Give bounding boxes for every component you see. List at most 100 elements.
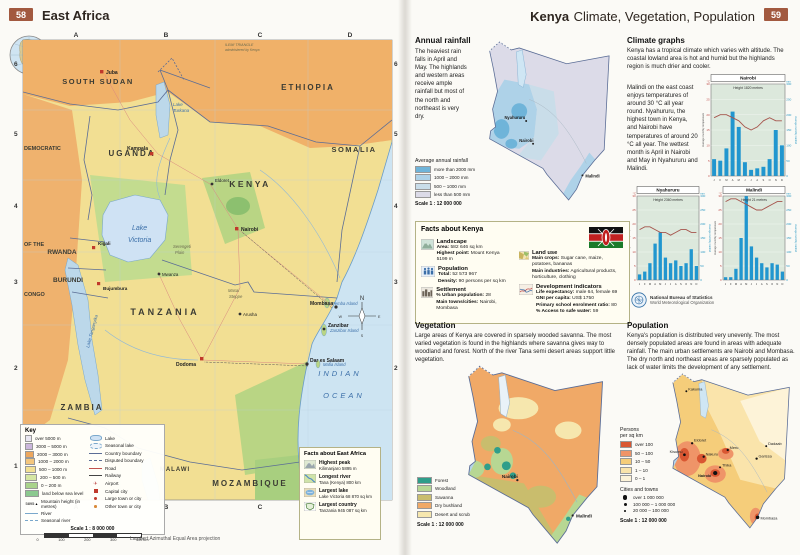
month-label: M (735, 282, 737, 286)
people-icon (421, 266, 435, 278)
density-swatch (620, 475, 632, 483)
road-glyph (89, 467, 102, 469)
unit-right: mm (700, 192, 705, 196)
label-kenya: KENYA (229, 179, 270, 189)
main-scale-label: Scale 1 : 8 000 000 (70, 525, 115, 532)
river-label: River (41, 510, 52, 516)
symbol-label: Airport (105, 481, 119, 487)
rainfall-map-labels: Nyahururu Nairobi Malindi (504, 115, 599, 178)
plot-frame (710, 83, 786, 177)
axis-title-right: Average monthly rainfall (708, 224, 711, 252)
elevation-label: 2000 – 3000 m (37, 451, 68, 457)
climate-graph-malindi: 0 5 10 15 20 25 30 0 50 100 150 200 250 300 J F M A M J J A S O… (713, 186, 798, 288)
temp-tick: 0 (708, 174, 710, 178)
svg-text:Mombasa: Mombasa (310, 301, 333, 307)
fact-settlement: Settlement % Urban population: 28 Main t… (421, 287, 509, 312)
svg-text:S: S (361, 334, 364, 338)
rainfall-legend-title: Average annual rainfall (415, 158, 468, 164)
month-label: A (756, 178, 758, 182)
rain-bar (773, 130, 778, 176)
grid-numbers: 6 5 4 3 2 1 6 5 4 3 2 (14, 61, 398, 470)
vegetation-legend: Forest Woodland Savanna Dry bushland Des… (417, 475, 472, 528)
rain-bar (724, 148, 729, 176)
temp-tick: 10 (632, 250, 636, 254)
elevation-swatch (25, 458, 35, 466)
rain-bar (749, 169, 754, 176)
right-title-bold: Kenya (530, 9, 570, 24)
landscape-icon (421, 238, 434, 250)
elevation-label: 3000 – 5000 m (36, 443, 67, 449)
svg-text:Arusha: Arusha (243, 312, 257, 317)
disputed-boundary-ilemi (157, 57, 185, 81)
elevation-swatch (25, 466, 36, 474)
label-masai-1: Masai (228, 288, 240, 293)
label-ilemi-1: ILEMI TRIANGLE (225, 43, 254, 47)
axis-title-right: Average monthly rainfall (794, 116, 797, 144)
svg-text:5: 5 (394, 131, 398, 138)
right-page-number: 59 (764, 8, 788, 21)
veg-legend-label: Woodland (435, 486, 456, 492)
kenya-flag (589, 227, 623, 248)
rain-bar (734, 268, 738, 280)
density-title: Persons per sq km (620, 427, 643, 439)
cities-label: 100 000 – 1 000 000 (633, 501, 676, 507)
country-outline-icon (304, 501, 316, 511)
rain-bar (744, 196, 748, 280)
svg-text:Thika: Thika (722, 463, 732, 467)
density-label: 0 – 1 (635, 476, 646, 482)
seasonal-lake-glyph (89, 442, 102, 449)
svg-text:Kisumu: Kisumu (670, 450, 683, 454)
chart-lines-icon (519, 284, 533, 295)
svg-text:Malindi: Malindi (585, 173, 599, 178)
rain-tick: 200 (786, 222, 791, 226)
svg-text:B: B (164, 32, 169, 39)
month-label: D (695, 282, 697, 286)
veg-swatch (417, 510, 432, 518)
kenya-outline (672, 373, 790, 529)
fact-landscape: Landscape Area: 582 646 sq km Highest po… (421, 239, 509, 264)
temp-tick: 0 (634, 278, 636, 282)
agency-logo-icon (631, 292, 647, 308)
rain-bar (739, 238, 743, 280)
month-label: M (659, 282, 661, 286)
symbol-label: Lake (105, 435, 115, 441)
rain-tick: 250 (786, 97, 791, 101)
capital-city-glyph (93, 489, 98, 494)
page-gutter (398, 0, 412, 555)
rain-tick: 100 (786, 143, 791, 147)
disputed-boundary-glyph (89, 460, 102, 462)
plot-frame (636, 195, 700, 281)
kenya-outline (468, 365, 603, 544)
rainfall-scale: Scale 1 : 12 000 000 (415, 201, 462, 208)
label-mozambique: MOZAMBIQUE (212, 479, 288, 488)
map-terrain (23, 40, 392, 500)
month-label: J (725, 282, 727, 286)
rain-bar (712, 159, 717, 176)
rain-bar (679, 266, 683, 280)
country-labels: SOUTH SUDAN ETHIOPIA SOMALIA UGANDA KENY… (47, 77, 375, 488)
rain-bar (754, 257, 759, 280)
rain-bar (718, 160, 723, 176)
facts-kenya-title: Facts about Kenya (421, 226, 484, 233)
seasonal-river-label: Seasonal river (41, 518, 71, 524)
svg-text:A: A (74, 32, 79, 39)
rainfall-swatch (415, 174, 431, 182)
stats-agency-badge: National Bureau of Statistics World Mete… (631, 292, 714, 308)
landuse-icon (519, 251, 529, 260)
temp-tick: 20 (718, 222, 722, 226)
lake-glyph (89, 435, 102, 441)
symbol-label: Disputed boundary (105, 458, 144, 464)
city-dot-large (622, 495, 628, 500)
chart-subtitle: Height 2360 metres (653, 198, 683, 202)
symbol-label: Capital city (105, 488, 128, 494)
left-page-title: East Africa (42, 8, 110, 23)
rain-tick: 0 (700, 278, 702, 282)
right-page-title: Kenya Climate, Vegetation, Population (530, 8, 755, 26)
svg-text:Bujumbura: Bujumbura (103, 286, 128, 291)
rain-bar (648, 263, 652, 280)
lake-icon (304, 487, 316, 497)
river-icon (304, 473, 316, 483)
mountain-height-sample: 5895 ▴ (25, 501, 38, 507)
month-label: J (670, 282, 672, 286)
roads (104, 74, 333, 365)
